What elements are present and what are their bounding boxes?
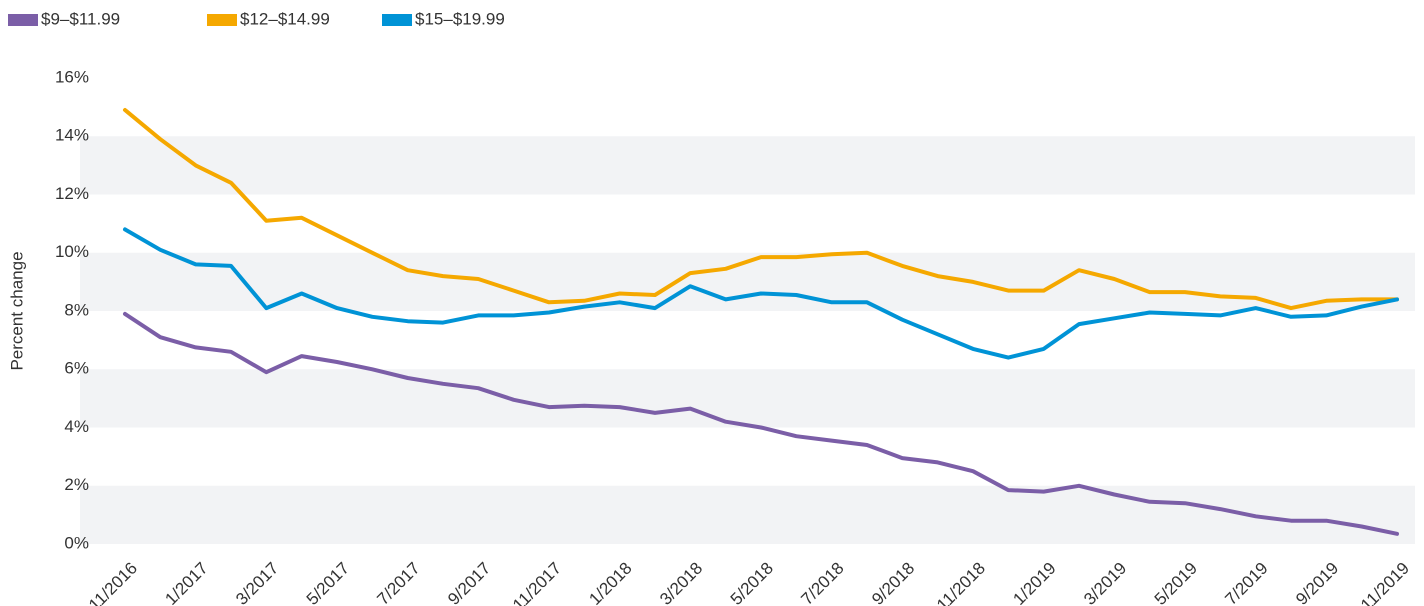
x-tick-label: 11/2017 — [509, 559, 565, 606]
legend-swatch — [207, 14, 237, 26]
x-tick-label: 9/2019 — [1292, 559, 1342, 606]
x-tick-label: 9/2017 — [444, 559, 494, 606]
grid-band — [80, 369, 1415, 428]
x-tick-label: 3/2018 — [656, 559, 706, 606]
legend-label: $15–$19.99 — [415, 9, 505, 28]
x-tick-label: 11/2019 — [1357, 559, 1413, 606]
y-tick-label: 10% — [55, 242, 89, 261]
x-tick-label: 1/2019 — [1009, 559, 1059, 606]
y-tick-label: 4% — [64, 417, 89, 436]
y-tick-label: 12% — [55, 184, 89, 203]
legend-swatch — [382, 14, 412, 26]
x-tick-label: 5/2018 — [727, 559, 777, 606]
series-line — [123, 311, 1399, 536]
series-line — [123, 108, 1399, 311]
y-tick-label: 2% — [64, 475, 89, 494]
x-tick-label: 7/2018 — [797, 559, 847, 606]
x-tick-label: 7/2019 — [1221, 559, 1271, 606]
y-tick-label: 16% — [55, 67, 89, 86]
series-line — [123, 227, 1399, 360]
x-tick-label: 5/2017 — [303, 559, 353, 606]
x-tick-label: 3/2019 — [1080, 559, 1130, 606]
y-tick-label: 14% — [55, 126, 89, 145]
x-tick-label: 7/2017 — [373, 559, 423, 606]
x-tick-label: 1/2017 — [161, 559, 211, 606]
x-tick-label: 3/2017 — [232, 559, 282, 606]
y-axis-label: Percent change — [7, 251, 26, 370]
y-tick-label: 8% — [64, 300, 89, 319]
x-tick-label: 5/2019 — [1151, 559, 1201, 606]
x-tick-label: 11/2018 — [933, 559, 989, 606]
legend-label: $9–$11.99 — [41, 9, 120, 28]
x-tick-label: 9/2018 — [868, 559, 918, 606]
y-tick-label: 0% — [64, 533, 89, 552]
y-tick-label: 6% — [64, 359, 89, 378]
x-tick-label: 11/2016 — [85, 559, 141, 606]
grid-band — [80, 485, 1415, 544]
legend-label: $12–$14.99 — [240, 9, 330, 28]
grid-band — [80, 136, 1415, 195]
x-tick-label: 1/2018 — [585, 559, 635, 606]
legend-swatch — [8, 14, 38, 26]
